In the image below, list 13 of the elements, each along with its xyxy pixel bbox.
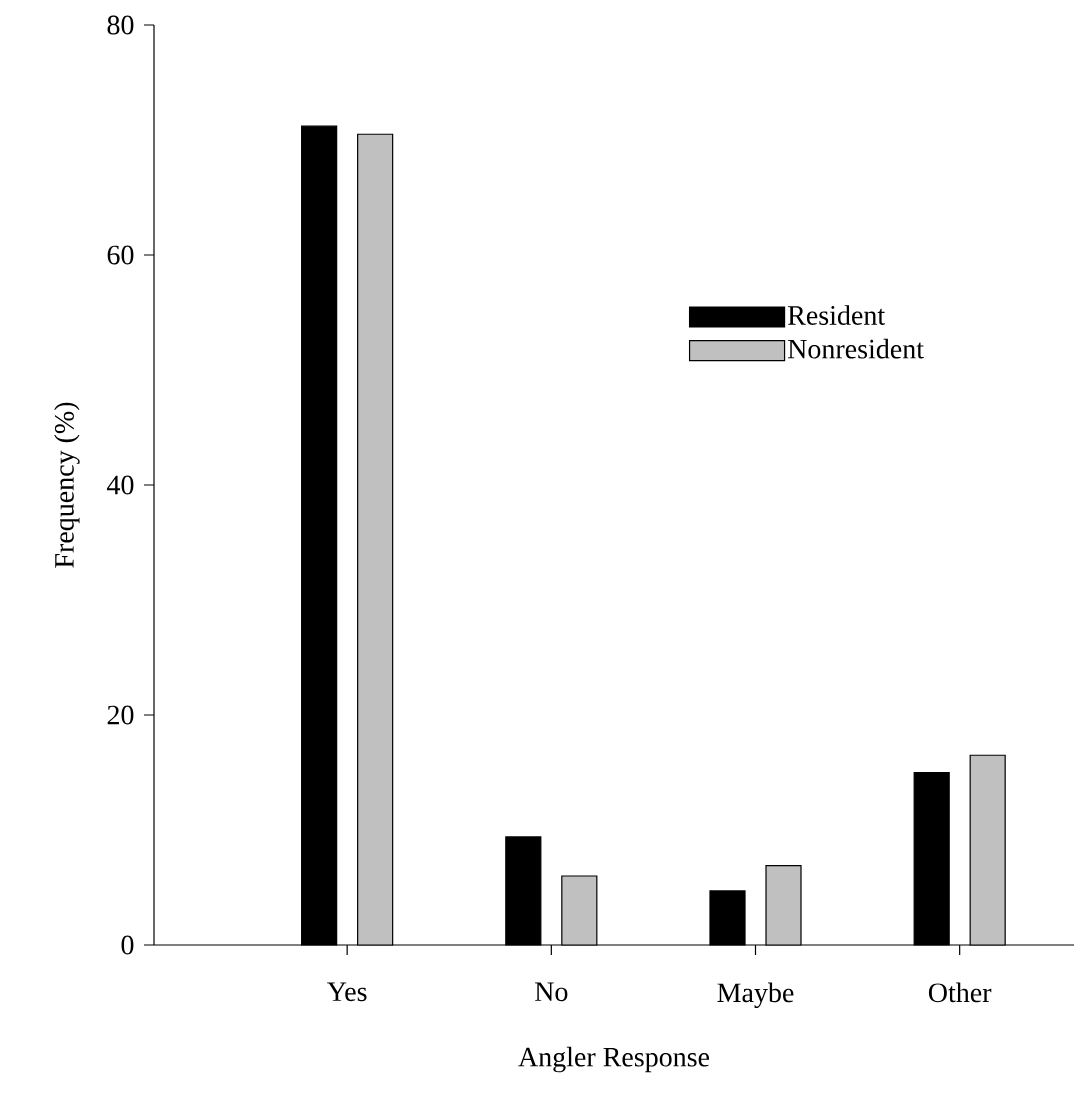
x-tick-label: Other xyxy=(928,982,992,1003)
y-tick-label: 0 xyxy=(121,935,134,955)
y-tick-label: 60 xyxy=(107,245,134,265)
y-axis-title: Frequency (%) xyxy=(54,402,80,568)
x-axis-title: Angler Response xyxy=(518,1046,710,1073)
y-tick-label: 20 xyxy=(107,705,134,725)
legend-label: Resident xyxy=(787,305,885,325)
y-tick-label: 80 xyxy=(107,15,134,35)
x-tick-label: Yes xyxy=(327,982,367,1002)
y-tick-label: 40 xyxy=(107,475,134,495)
x-tick-label: Maybe xyxy=(717,982,794,1008)
x-tick-label: No xyxy=(535,982,568,1002)
legend-label: Nonresident xyxy=(787,338,924,359)
